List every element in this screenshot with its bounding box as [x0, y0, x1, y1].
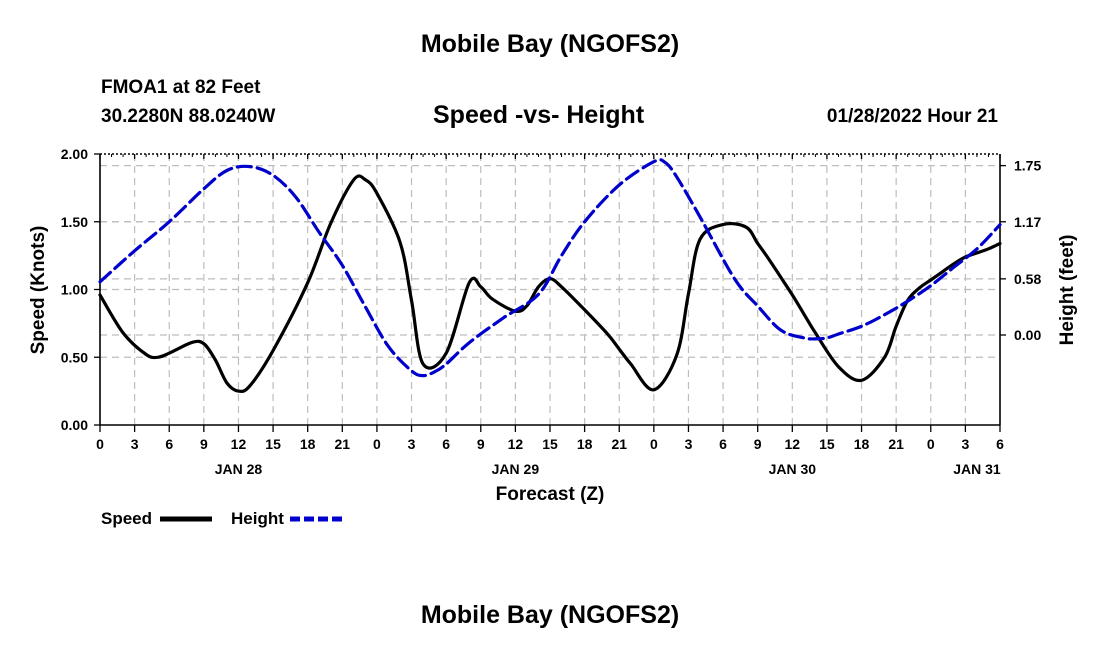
x-tick-label: 12	[508, 436, 524, 452]
x-tick-label: 15	[542, 436, 558, 452]
legend-label-speed: Speed	[101, 509, 153, 528]
x-tick-label: 6	[719, 436, 727, 452]
x-axis-title: Forecast (Z)	[496, 484, 605, 505]
x-tick-label: 21	[611, 436, 627, 452]
x-tick-label: 15	[819, 436, 835, 452]
x-tick-label: 6	[442, 436, 450, 452]
chart-main-title: Mobile Bay (NGOFS2)	[420, 30, 680, 58]
x-tick-label: 6	[165, 436, 173, 452]
x-tick-label: 0	[96, 436, 104, 452]
station-coordinates: 30.2280N 88.0240W	[101, 106, 276, 127]
x-date-label: JAN 28	[215, 461, 263, 477]
left-tick-label: 0.00	[61, 417, 88, 433]
series-line-height	[98, 158, 1002, 378]
legend-swatch-speed	[160, 516, 212, 522]
chart-subtitle: Speed -vs- Height	[433, 101, 645, 129]
legend-swatch-height	[290, 516, 342, 522]
x-tick-label: 3	[685, 436, 693, 452]
x-tick-label: 9	[477, 436, 485, 452]
x-tick-label: 6	[996, 436, 1004, 452]
left-tick-label: 2.00	[61, 146, 88, 162]
right-tick-label: 1.75	[1014, 158, 1041, 174]
left-tick-label: 1.00	[61, 282, 88, 298]
x-tick-label: 0	[373, 436, 381, 452]
y-axis-title-left: Speed (Knots)	[28, 226, 49, 355]
bottom-chart-title: Mobile Bay (NGOFS2)	[420, 601, 680, 629]
x-tick-label: 21	[335, 436, 351, 452]
x-date-label: JAN 31	[953, 461, 1001, 477]
y-axis-title-right: Height (feet)	[1057, 235, 1078, 346]
x-date-label: JAN 29	[492, 461, 540, 477]
x-tick-label: 9	[200, 436, 208, 452]
x-tick-label: 0	[650, 436, 658, 452]
series-line-speed	[98, 174, 1002, 394]
forecast-datetime: 01/28/2022 Hour 21	[826, 106, 998, 127]
x-tick-label: 3	[961, 436, 969, 452]
right-tick-label: 0.58	[1014, 271, 1041, 287]
x-tick-label: 18	[854, 436, 870, 452]
x-date-label: JAN 30	[769, 461, 817, 477]
left-tick-label: 0.50	[61, 349, 88, 365]
right-tick-label: 1.17	[1014, 214, 1041, 230]
x-tick-label: 18	[577, 436, 593, 452]
x-tick-label: 15	[265, 436, 281, 452]
x-tick-label: 21	[888, 436, 904, 452]
x-tick-label: 3	[131, 436, 139, 452]
x-tick-label: 12	[231, 436, 247, 452]
station-label: FMOA1 at 82 Feet	[101, 77, 261, 98]
x-tick-label: 9	[754, 436, 762, 452]
left-tick-label: 1.50	[61, 214, 88, 230]
chart-legend: Speed Height	[101, 509, 351, 531]
x-tick-label: 3	[408, 436, 416, 452]
legend-label-height: Height	[231, 509, 284, 528]
x-tick-label: 18	[300, 436, 316, 452]
x-tick-label: 12	[785, 436, 801, 452]
x-tick-label: 0	[927, 436, 935, 452]
right-tick-label: 0.00	[1014, 327, 1041, 343]
